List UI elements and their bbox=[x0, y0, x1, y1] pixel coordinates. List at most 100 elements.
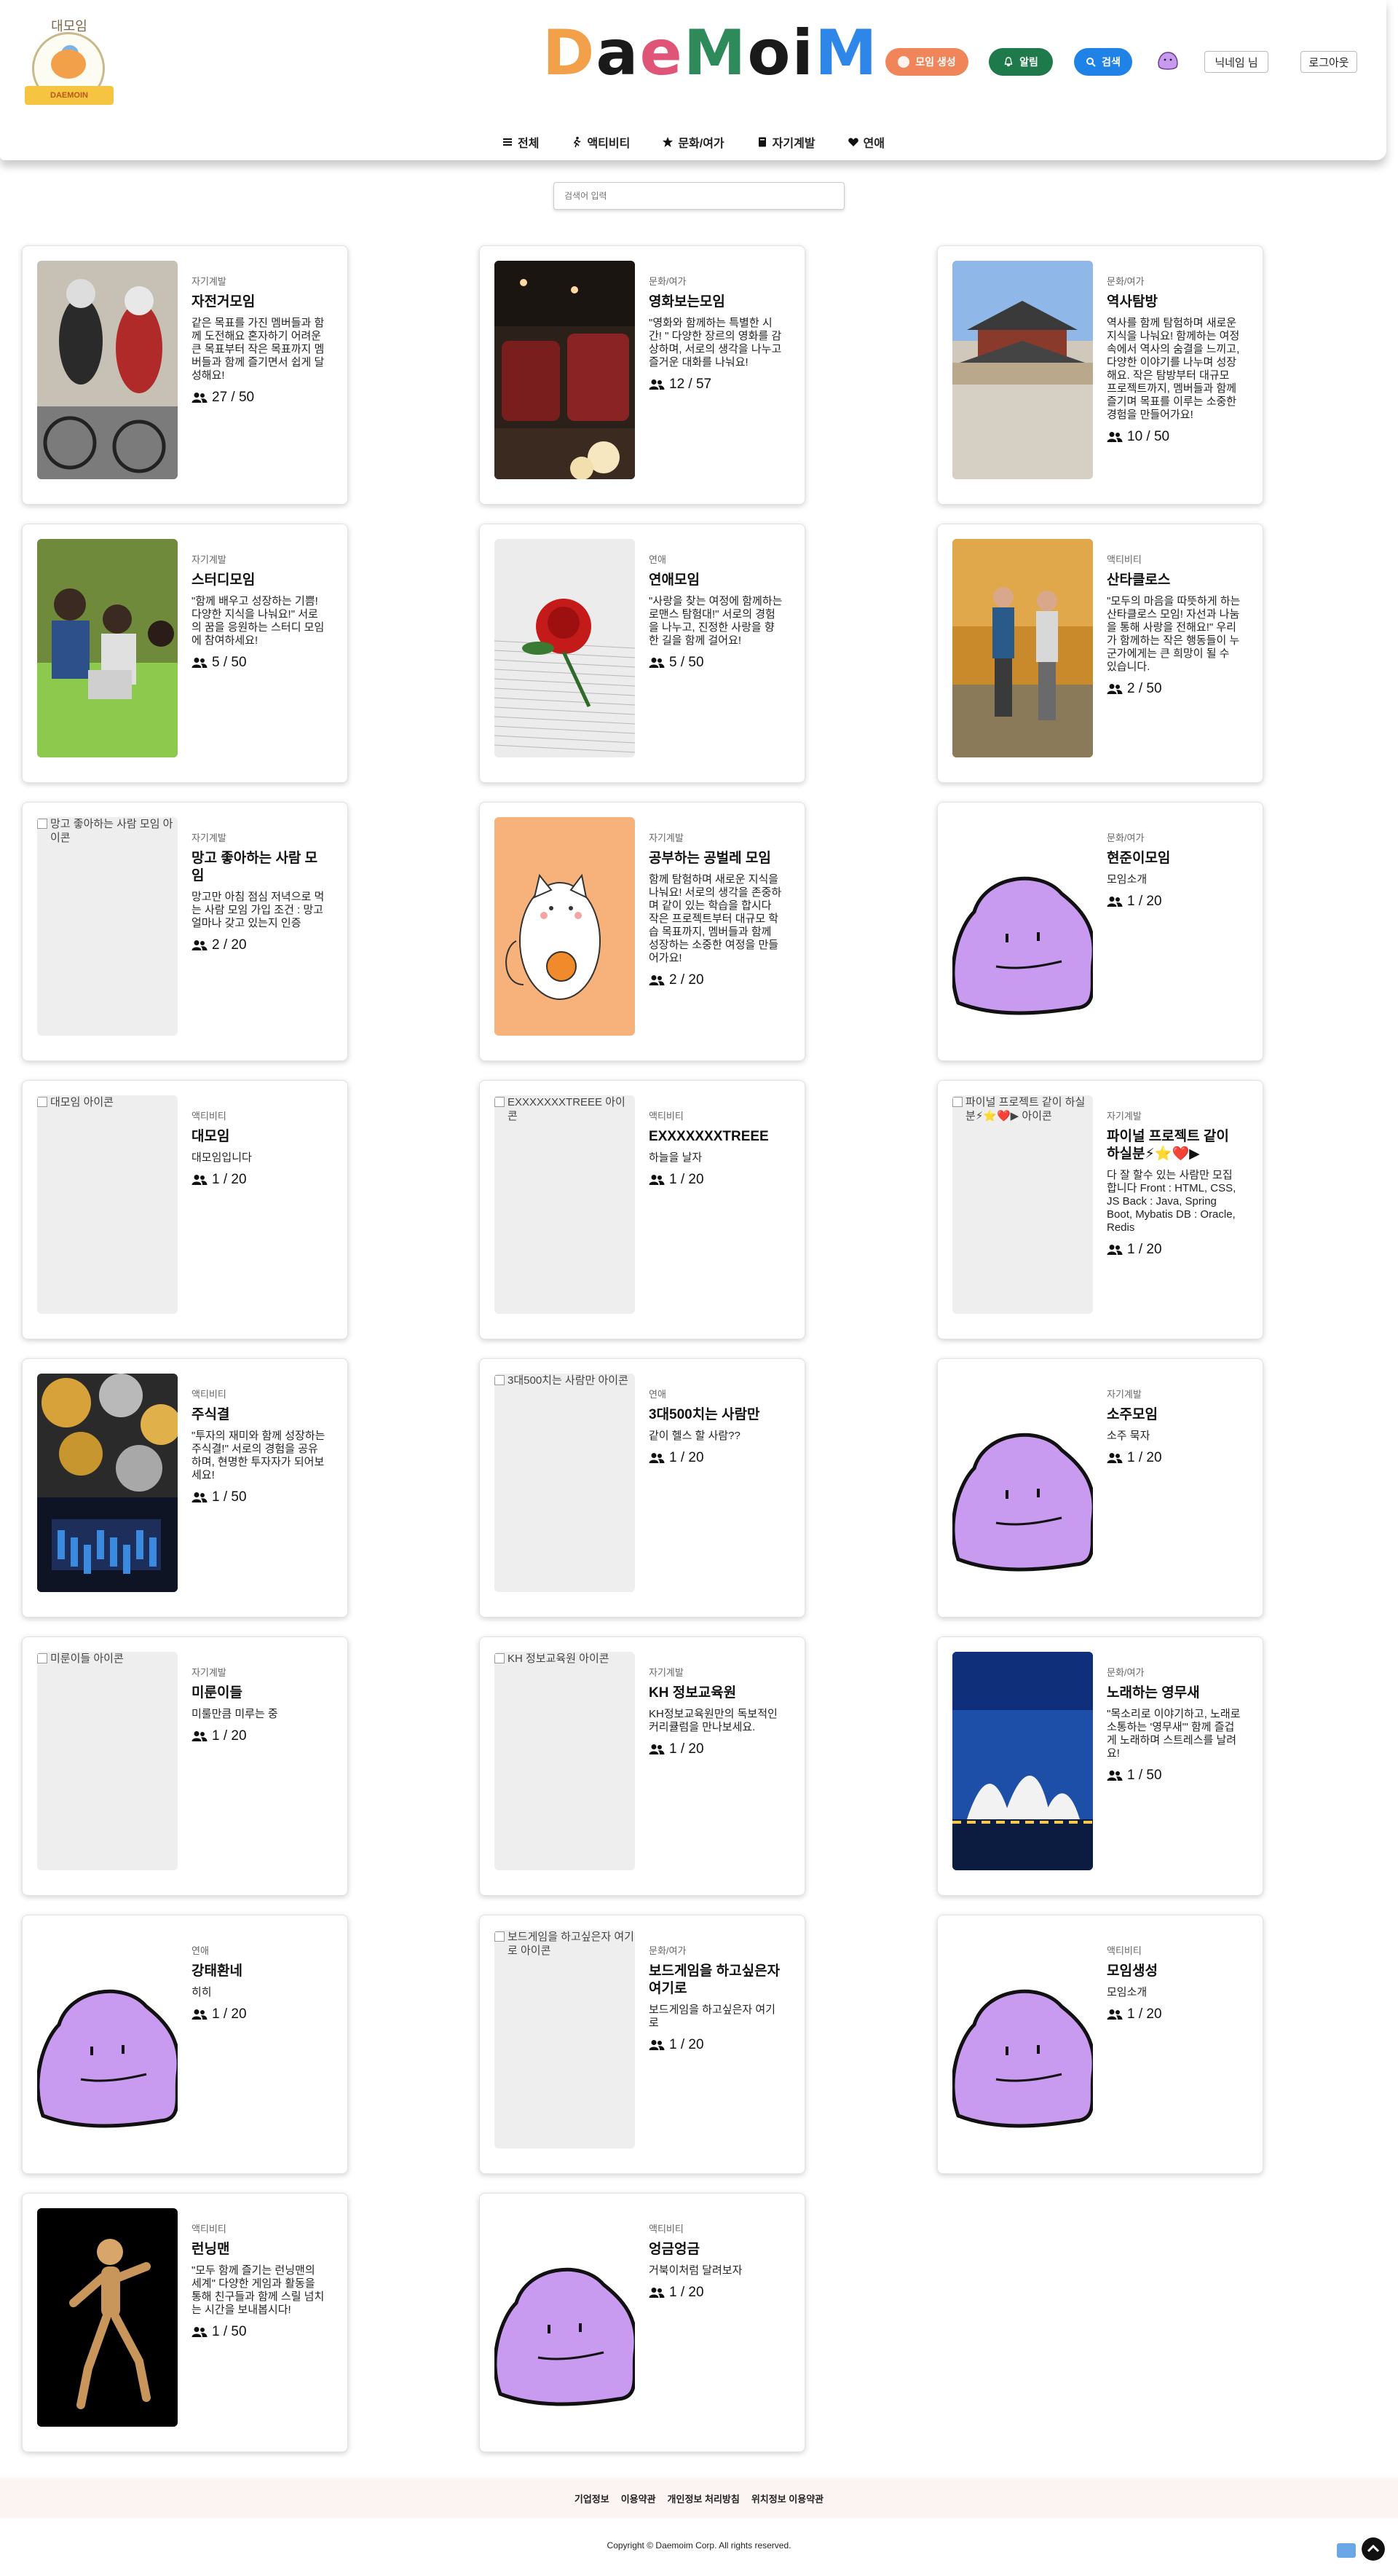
broken-image-icon bbox=[494, 1653, 505, 1663]
image-alt-text: 미룬이들 아이콘 bbox=[50, 1653, 124, 1665]
group-title[interactable]: 모임생성 bbox=[1107, 1963, 1158, 1979]
nickname-label[interactable]: 닉네임 님 bbox=[1204, 51, 1268, 73]
group-info: 문화/여가 영화보는모임 "영화와 함께하는 특별한 시간! " 다양한 장르의 영… bbox=[649, 274, 784, 393]
group-info: 문화/여가 현준이모임 모임소개 1 / 20 bbox=[1107, 830, 1242, 910]
group-description: 대모임입니다 bbox=[191, 1151, 252, 1164]
group-title[interactable]: 런닝맨 bbox=[191, 2242, 230, 2257]
alarm-button[interactable]: 알림 bbox=[989, 48, 1053, 76]
group-card[interactable]: 자기계발 소주모임 소주 묵자 1 / 20 bbox=[937, 1358, 1263, 1618]
group-info: 자기계발 미룬이들 미룰만큼 미루는 중 1 / 20 bbox=[191, 1665, 327, 1744]
group-card[interactable]: 파이널 프로젝트 같이 하실분⚡⭐❤️▶ 아이콘 자기계발 파이널 프로젝트 같이 … bbox=[937, 1080, 1263, 1339]
group-title[interactable]: 대모임 bbox=[191, 1129, 230, 1144]
member-count: 1 / 20 bbox=[191, 1172, 327, 1188]
nav-item-selfdev[interactable]: 자기계발 bbox=[757, 133, 816, 151]
image-alt-text: 파이널 프로젝트 같이 하실분⚡⭐❤️▶ 아이콘 bbox=[965, 1096, 1086, 1122]
users-icon bbox=[649, 2288, 665, 2298]
group-info: 자기계발 파이널 프로젝트 같이 하실분⚡⭐❤️▶ 다 잘 할수 있는 사람만 모집… bbox=[1107, 1108, 1242, 1258]
group-title[interactable]: 자전거모임 bbox=[191, 294, 256, 310]
group-card[interactable]: KH 정보교육원 아이콘 자기계발 KH 정보교육원 KH정보교육원만의 독보적인 커… bbox=[479, 1636, 805, 1896]
group-card[interactable]: EXXXXXXXTREEE 아이콘 액티비티 EXXXXXXXTREEE 하늘을 날자… bbox=[479, 1080, 805, 1339]
group-title[interactable]: 노래하는 영무새 bbox=[1107, 1685, 1200, 1701]
group-title[interactable]: 현준이모임 bbox=[1107, 851, 1171, 866]
group-card[interactable]: 자기계발 스터디모임 "함께 배우고 성장하는 기쁨! 다양한 지식을 나눠요!" … bbox=[22, 524, 348, 783]
group-card[interactable]: 액티비티 엉금엉금 거북이처럼 달려보자 1 / 20 bbox=[479, 2193, 805, 2452]
group-card[interactable]: 문화/여가 현준이모임 모임소개 1 / 20 bbox=[937, 802, 1263, 1061]
site-logo[interactable]: DaeMoiM bbox=[542, 20, 879, 86]
group-title[interactable]: 공부하는 공벌레 모임 bbox=[649, 851, 771, 866]
group-card[interactable]: 액티비티 모임생성 모임소개 1 / 20 bbox=[937, 1915, 1263, 2174]
logo-letter: o bbox=[747, 17, 792, 90]
group-description: "사랑을 찾는 여정에 함께하는 로맨스 탐험대!" 서로의 경험을 나누고, … bbox=[649, 595, 783, 647]
plus-icon bbox=[898, 56, 910, 68]
create-group-button[interactable]: 모임 생성 bbox=[885, 48, 968, 76]
footer-link-privacy[interactable]: 개인정보 처리방침 bbox=[667, 2493, 740, 2505]
group-card[interactable]: 문화/여가 영화보는모임 "영화와 함께하는 특별한 시간! " 다양한 장르의 영… bbox=[479, 245, 805, 505]
group-title[interactable]: 영화보는모임 bbox=[649, 294, 725, 310]
group-title[interactable]: 연애모임 bbox=[649, 572, 700, 588]
group-card[interactable]: 3대500치는 사람만 아이콘 연애 3대500치는 사람만 같이 헬스 할 사람??… bbox=[479, 1358, 805, 1618]
group-category: 액티비티 bbox=[191, 1111, 226, 1122]
search-input[interactable] bbox=[553, 182, 845, 210]
member-count: 27 / 50 bbox=[191, 390, 327, 406]
nav-item-culture[interactable]: 문화/여가 bbox=[662, 133, 724, 151]
broken-image-icon bbox=[37, 1097, 47, 1107]
group-card[interactable]: 대모임 아이콘 액티비티 대모임 대모임입니다 1 / 20 bbox=[22, 1080, 348, 1339]
group-description: 히히 bbox=[191, 1986, 212, 1998]
group-card[interactable]: 연애 연애모임 "사랑을 찾는 여정에 함께하는 로맨스 탐험대!" 서로의 경험을… bbox=[479, 524, 805, 783]
group-title[interactable]: 산타클로스 bbox=[1107, 572, 1171, 588]
group-description: 함께 탐험하며 새로운 지식을 나눠요! 서로의 생각을 존중하며 같이 있는 … bbox=[649, 873, 782, 964]
group-card[interactable]: 자기계발 공부하는 공벌레 모임 함께 탐험하며 새로운 지식을 나눠요! 서로의 … bbox=[479, 802, 805, 1061]
footer-link-terms[interactable]: 이용약관 bbox=[620, 2493, 656, 2505]
group-title[interactable]: 파이널 프로젝트 같이 하실분⚡⭐❤️▶ bbox=[1107, 1129, 1229, 1162]
image-alt-text: 망고 좋아하는 사람 모임 아이콘 bbox=[50, 818, 173, 844]
group-card[interactable]: 망고 좋아하는 사람 모임 아이콘 자기계발 망고 좋아하는 사람 모임 망고만 아침… bbox=[22, 802, 348, 1061]
group-card[interactable]: 문화/여가 역사탐방 역사를 함께 탐험하며 새로운 지식을 나눠요! 함께하는 여… bbox=[937, 245, 1263, 505]
menu-icon bbox=[502, 138, 512, 146]
profile-avatar[interactable] bbox=[1156, 50, 1180, 71]
group-thumbnail bbox=[37, 1930, 178, 2148]
users-icon bbox=[191, 2327, 208, 2337]
broken-image-icon bbox=[37, 1653, 47, 1663]
group-card[interactable]: 자기계발 자전거모임 같은 목표를 가진 멤버들과 함께 도전해요 혼자하기 어려운… bbox=[22, 245, 348, 505]
group-title[interactable]: 스터디모임 bbox=[191, 572, 256, 588]
logout-button[interactable]: 로그아웃 bbox=[1300, 51, 1357, 73]
search-button[interactable]: 검색 bbox=[1074, 48, 1132, 76]
group-card[interactable]: 연애 강태환네 히히 1 / 20 bbox=[22, 1915, 348, 2174]
group-title[interactable]: 강태환네 bbox=[191, 1963, 242, 1979]
group-title[interactable]: 역사탐방 bbox=[1107, 294, 1158, 310]
group-card[interactable]: 보드게임을 하고싶은자 여기로 아이콘 문화/여가 보드게임을 하고싶은자 여기로 보… bbox=[479, 1915, 805, 2174]
group-title[interactable]: 보드게임을 하고싶은자 여기로 bbox=[649, 1963, 781, 1996]
member-count-text: 1 / 20 bbox=[669, 1741, 704, 1757]
member-count-text: 1 / 20 bbox=[1127, 1450, 1162, 1465]
group-description: 보드게임을 하고싶은자 여기로 bbox=[649, 2004, 775, 2029]
nav-item-all[interactable]: 전체 bbox=[502, 133, 539, 151]
footer-link-company[interactable]: 기업정보 bbox=[574, 2493, 609, 2505]
nav-item-activity[interactable]: 액티비티 bbox=[571, 133, 630, 151]
group-card[interactable]: 문화/여가 노래하는 영무새 "목소리로 이야기하고, 노래로 소통하는 '영무새'… bbox=[937, 1636, 1263, 1896]
group-title[interactable]: EXXXXXXXTREEE bbox=[649, 1129, 769, 1144]
logo-letter: M bbox=[814, 17, 879, 90]
footer-link-location-terms[interactable]: 위치정보 이용약관 bbox=[751, 2493, 824, 2505]
member-count-text: 2 / 20 bbox=[212, 937, 247, 953]
scroll-top-button[interactable] bbox=[1362, 2537, 1385, 2561]
create-group-label: 모임 생성 bbox=[915, 56, 956, 68]
group-title[interactable]: 3대500치는 사람만 bbox=[649, 1407, 760, 1422]
group-title[interactable]: KH 정보교육원 bbox=[649, 1685, 737, 1701]
group-category: 액티비티 bbox=[191, 2224, 226, 2234]
group-category: 문화/여가 bbox=[1107, 1667, 1145, 1678]
users-icon bbox=[191, 1731, 208, 1741]
group-description: 모임소개 bbox=[1107, 873, 1148, 886]
group-title[interactable]: 소주모임 bbox=[1107, 1407, 1158, 1422]
group-card[interactable]: 액티비티 주식결 "투자의 재미와 함께 성장하는 주식결!" 서로의 경험을 공유… bbox=[22, 1358, 348, 1618]
mail-icon[interactable] bbox=[1337, 2543, 1356, 2558]
group-info: 액티비티 산타클로스 "모두의 마음을 따뜻하게 하는 산타클로스 모임! 자선과 … bbox=[1107, 552, 1242, 697]
nav-item-romance[interactable]: 연애 bbox=[848, 133, 885, 151]
group-title[interactable]: 망고 좋아하는 사람 모임 bbox=[191, 851, 318, 883]
group-card[interactable]: 액티비티 런닝맨 "모두 함께 즐기는 런닝맨의 세계" 다양한 게임과 활동을 통… bbox=[22, 2193, 348, 2452]
site-emblem[interactable]: 대모임 DAEMOIN bbox=[22, 16, 116, 111]
group-card[interactable]: 액티비티 산타클로스 "모두의 마음을 따뜻하게 하는 산타클로스 모임! 자선과 … bbox=[937, 524, 1263, 783]
group-title[interactable]: 엉금엉금 bbox=[649, 2242, 700, 2257]
group-title[interactable]: 주식결 bbox=[191, 1407, 230, 1422]
group-title[interactable]: 미룬이들 bbox=[191, 1685, 242, 1701]
